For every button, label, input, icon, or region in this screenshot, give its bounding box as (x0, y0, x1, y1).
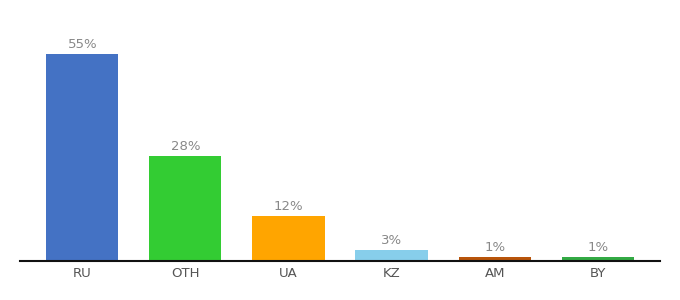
Bar (562, 257, 634, 261)
Bar (150, 156, 222, 261)
Text: 3%: 3% (381, 234, 402, 247)
Bar (458, 257, 530, 261)
Bar (46, 54, 118, 261)
Text: 28%: 28% (171, 140, 200, 153)
Text: 12%: 12% (273, 200, 303, 213)
Bar (252, 216, 324, 261)
Bar (356, 250, 428, 261)
Text: 55%: 55% (67, 38, 97, 51)
Text: 1%: 1% (587, 241, 609, 254)
Text: 1%: 1% (484, 241, 505, 254)
